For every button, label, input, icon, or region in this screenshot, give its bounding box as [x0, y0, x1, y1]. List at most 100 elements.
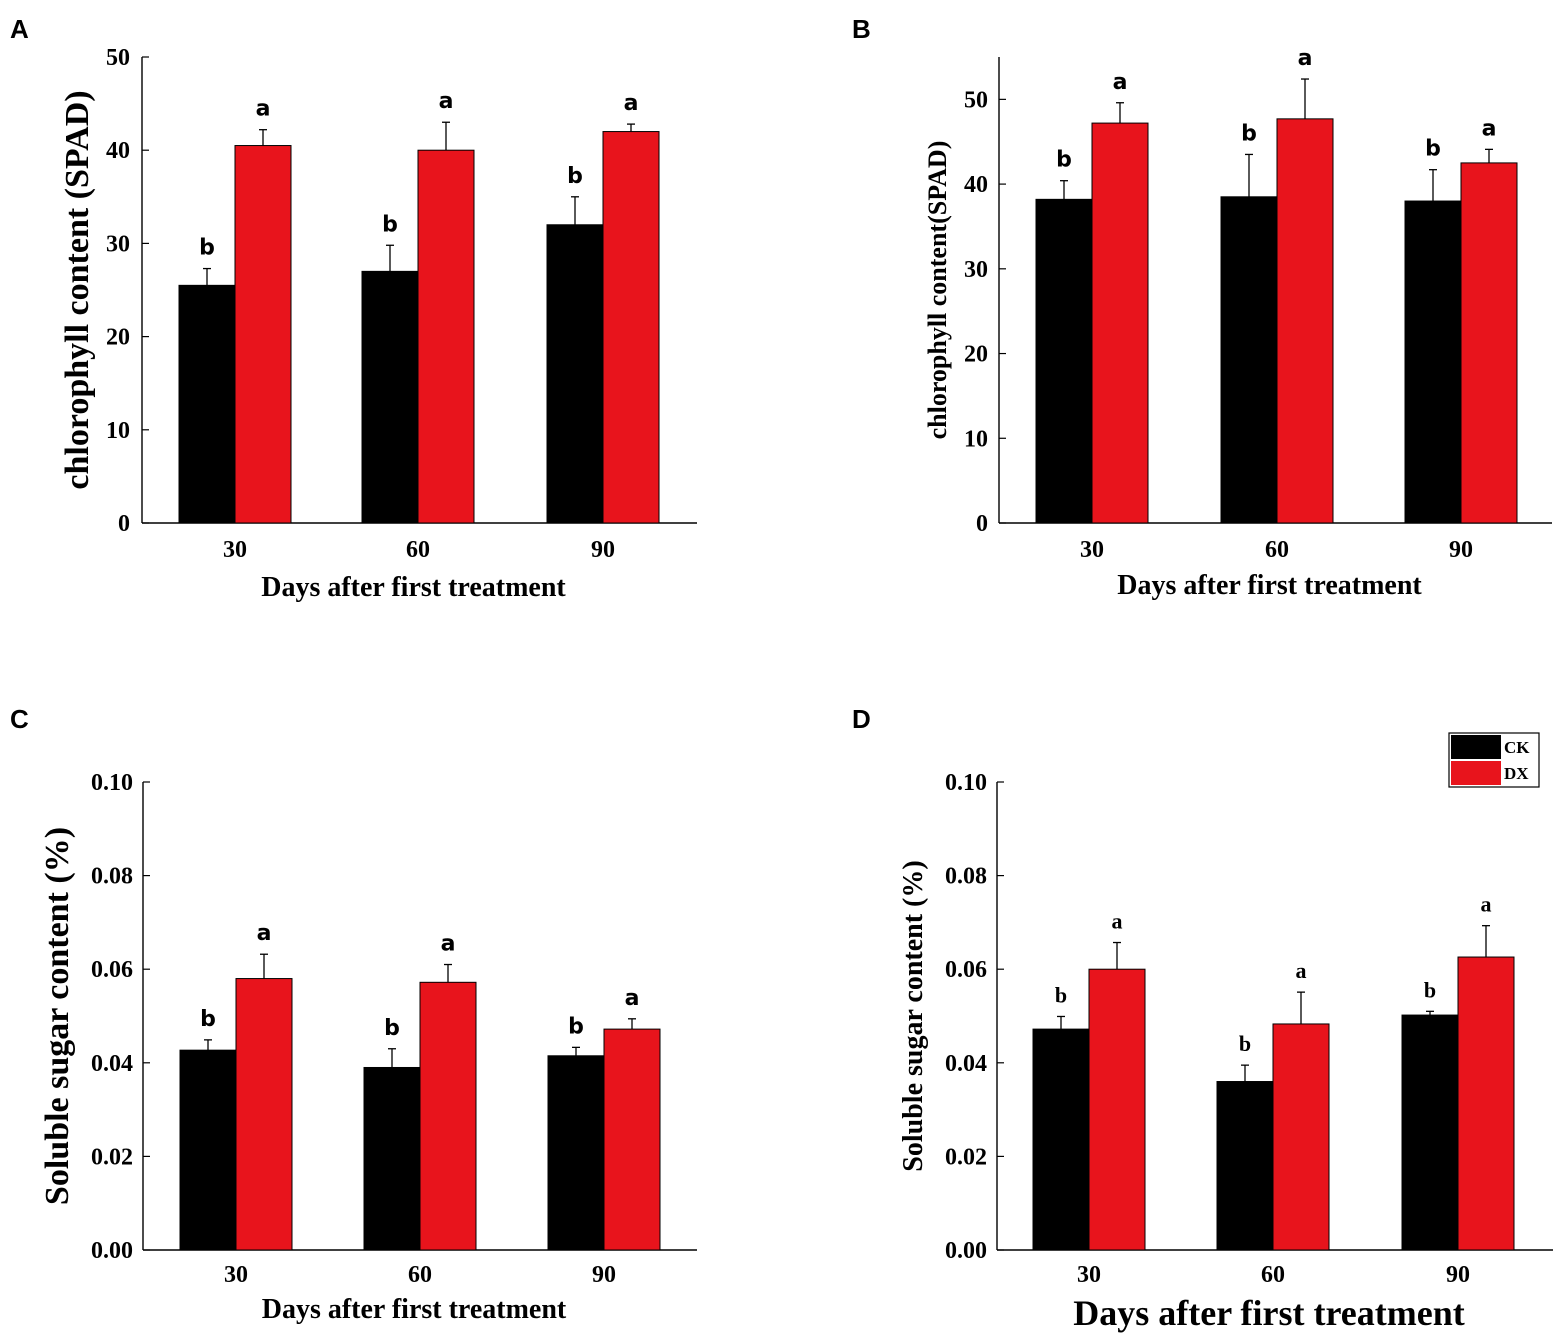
panel-b-ytick-label: 20	[964, 342, 988, 368]
panel-d-y-axis-label: Soluble sugar content (%)	[898, 860, 929, 1171]
panel-a-sig-letter-ck-60: b	[382, 212, 398, 237]
panel-b-sig-letter-dx-90: a	[1482, 116, 1497, 141]
panel-d-sig-letter-ck-60: b	[1239, 1031, 1251, 1056]
panel-b-y-axis-label: chlorophyll content(SPAD)	[923, 141, 952, 440]
panel-c-sig-letter-ck-90: b	[568, 1014, 584, 1039]
panel-b-ytick-label: 0	[976, 511, 988, 537]
panel-a-sig-letter-dx-60: a	[439, 89, 454, 114]
panel-b-sig-letter-dx-30: a	[1113, 70, 1128, 95]
panel-d-xtick-label: 30	[1077, 1262, 1101, 1288]
panel-letter-b: B	[852, 14, 871, 44]
panel-a-bar-dx-90	[602, 131, 660, 524]
legend-label-dx: DX	[1504, 764, 1529, 783]
panel-c-sig-letter-dx-30: a	[257, 921, 272, 946]
panel-a-xtick-label: 90	[591, 537, 615, 563]
panel-d-bar-dx-60	[1272, 1023, 1330, 1251]
panel-a-sig-letter-ck-90: b	[567, 164, 583, 189]
panel-a-bar-ck-30	[178, 284, 236, 524]
panel-a-sig-letter-dx-90: a	[624, 91, 639, 116]
panel-letter-c: C	[10, 704, 29, 734]
panel-b-bar-dx-30	[1091, 122, 1149, 524]
panel-b-bar-ck-60	[1220, 196, 1278, 524]
panel-c-bar-ck-90	[547, 1055, 605, 1251]
panel-c-sig-letter-ck-60: b	[384, 1016, 400, 1041]
panel-b-ytick-label: 40	[964, 172, 988, 198]
panel-b-bar-ck-30	[1035, 198, 1093, 524]
panel-b-sig-letter-ck-60: b	[1241, 121, 1257, 146]
legend-swatch-dx	[1451, 761, 1501, 785]
panel-d-sig-letter-ck-90: b	[1424, 977, 1436, 1002]
panel-b-xtick-label: 90	[1449, 537, 1473, 563]
panel-b-ytick-label: 10	[964, 426, 988, 452]
panel-a-ytick-label: 40	[106, 138, 130, 164]
panel-b-x-axis-label: Days after first treatment	[1117, 570, 1422, 601]
legend-swatch-ck	[1451, 735, 1501, 759]
panel-c-xtick-label: 30	[224, 1262, 248, 1288]
panel-d-ytick-label: 0.02	[945, 1144, 987, 1170]
panel-d-chart: 0.00 0.02 0.04 0.06 0.08 0.10 b a 30 b a 60 b a 90 Days…	[898, 770, 1553, 1333]
panel-c-sig-letter-ck-30: b	[200, 1007, 216, 1032]
panel-d-sig-letter-dx-30: a	[1112, 909, 1123, 934]
panel-c-xtick-label: 60	[408, 1262, 432, 1288]
panel-d-xtick-label: 60	[1261, 1262, 1285, 1288]
panel-c-bar-ck-30	[179, 1049, 237, 1251]
panel-b-sig-letter-ck-90: b	[1425, 137, 1441, 162]
panel-c-ytick-label: 0.10	[91, 770, 133, 796]
panel-a-bar-dx-60	[417, 149, 475, 524]
panel-b-sig-letter-ck-30: b	[1056, 148, 1072, 173]
panel-c-ytick-label: 0.06	[91, 957, 133, 983]
panel-c-sig-letter-dx-90: a	[625, 986, 640, 1011]
panel-b-ytick-label: 30	[964, 257, 988, 283]
panel-b-chart: 0 10 20 30 40 50 b a 30 b a 60 b a 90 Days after first …	[923, 46, 1552, 601]
panel-letter-d: D	[852, 704, 871, 734]
panel-b-xtick-label: 30	[1080, 537, 1104, 563]
panel-a-sig-letter-ck-30: b	[199, 236, 215, 261]
panel-c-bar-dx-30	[235, 978, 293, 1251]
panel-a-ytick-label: 20	[106, 325, 130, 351]
panel-a-ytick-label: 50	[106, 45, 130, 71]
panel-b-sig-letter-dx-60: a	[1298, 46, 1313, 71]
panel-a-bar-dx-30	[234, 145, 292, 524]
panel-d-bar-ck-30	[1032, 1028, 1090, 1251]
panel-d-bar-dx-30	[1088, 968, 1146, 1251]
panel-a-bar-ck-60	[361, 270, 419, 524]
panel-d-sig-letter-dx-90: a	[1481, 892, 1492, 917]
panel-a-ytick-label: 0	[118, 511, 130, 537]
legend-label-ck: CK	[1504, 738, 1530, 757]
legend: CK DX	[1448, 732, 1540, 788]
panel-d-ytick-label: 0.10	[945, 770, 987, 796]
panel-d-bar-ck-90	[1401, 1014, 1459, 1251]
panel-d-bar-dx-90	[1457, 956, 1515, 1251]
panel-a-ytick-label: 10	[106, 418, 130, 444]
panel-c-ytick-label: 0.02	[91, 1144, 133, 1170]
panel-d-sig-letter-dx-60: a	[1296, 958, 1307, 983]
panel-d-ytick-label: 0.04	[945, 1051, 987, 1077]
panel-c-x-axis-label: Days after first treatment	[262, 1294, 567, 1325]
panel-c-sig-letter-dx-60: a	[441, 932, 456, 957]
panel-b-bar-dx-90	[1460, 162, 1518, 524]
panel-d-sig-letter-ck-30: b	[1055, 982, 1067, 1007]
panel-c-y-axis-label: Soluble sugar content (%)	[39, 827, 76, 1205]
panel-b-bar-ck-90	[1404, 200, 1462, 524]
panel-d-bar-ck-60	[1216, 1081, 1274, 1251]
panel-a-xtick-label: 30	[223, 537, 247, 563]
panel-d-ytick-label: 0.08	[945, 864, 987, 890]
legend-box	[1448, 732, 1540, 788]
panel-b-bar-dx-60	[1276, 118, 1334, 524]
panel-c-bar-dx-90	[603, 1028, 661, 1251]
panel-c-bar-ck-60	[363, 1066, 421, 1251]
panel-a-bar-ck-90	[546, 224, 604, 524]
panel-c-chart: 0.00 0.02 0.04 0.06 0.08 0.10 b a 30 b a 60 b a 90 Days…	[39, 770, 697, 1325]
panel-c-ytick-label: 0.08	[91, 864, 133, 890]
panel-b-xtick-label: 60	[1265, 537, 1289, 563]
panel-a-ytick-label: 30	[106, 231, 130, 257]
panel-d-ytick-label: 0.00	[945, 1238, 987, 1264]
panel-a-xtick-label: 60	[406, 537, 430, 563]
panel-c-bar-dx-60	[419, 981, 477, 1251]
panel-a-chart: 0 10 20 30 40 50 b a 30 b a 60 b a 90 Days after first …	[59, 45, 697, 603]
panel-a-x-axis-label: Days after first treatment	[261, 572, 566, 603]
panel-letter-a: A	[10, 14, 29, 44]
panel-a-sig-letter-dx-30: a	[256, 97, 271, 122]
panel-c-ytick-label: 0.04	[91, 1051, 133, 1077]
